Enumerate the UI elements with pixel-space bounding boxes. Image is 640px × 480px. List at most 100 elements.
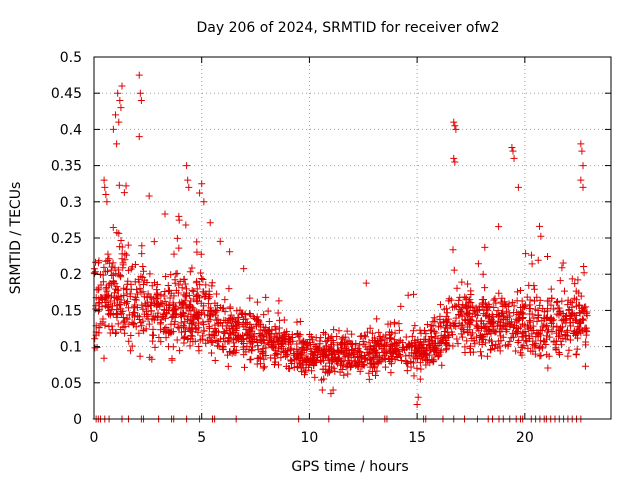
data-point: [509, 147, 517, 155]
data-point: [184, 335, 192, 343]
data-point: [413, 350, 421, 358]
data-point: [337, 361, 345, 369]
data-point: [550, 316, 558, 324]
data-point: [577, 292, 585, 300]
data-point: [552, 329, 560, 337]
data-point: [519, 328, 527, 336]
data-point: [287, 356, 295, 364]
data-point: [474, 260, 482, 268]
data-point: [536, 301, 544, 309]
data-point: [177, 313, 185, 321]
data-point: [479, 270, 487, 278]
data-point: [142, 325, 150, 333]
data-point: [178, 328, 186, 336]
data-point: [109, 224, 117, 232]
data-point: [200, 320, 208, 328]
data-point: [196, 336, 204, 344]
data-point: [559, 259, 567, 267]
data-point: [136, 89, 144, 97]
data-point: [274, 338, 282, 346]
data-point: [581, 362, 589, 370]
data-point: [365, 350, 373, 358]
data-point: [194, 328, 202, 336]
data-point: [166, 294, 174, 302]
data-point: [285, 333, 293, 341]
data-point: [177, 304, 185, 312]
data-point: [514, 183, 522, 191]
data-point: [568, 309, 576, 317]
data-point: [389, 349, 397, 357]
data-point: [253, 360, 261, 368]
data-point: [275, 297, 283, 305]
data-point: [515, 337, 523, 345]
data-point: [437, 346, 445, 354]
data-point: [487, 345, 495, 353]
data-point: [430, 327, 438, 335]
data-point: [105, 310, 113, 318]
data-point: [450, 118, 458, 126]
data-point: [548, 294, 556, 302]
data-point: [109, 259, 117, 267]
data-point: [582, 303, 590, 311]
data-point: [497, 332, 505, 340]
data-point: [350, 358, 358, 366]
x-tick-label: 15: [408, 430, 426, 446]
data-point: [445, 297, 453, 305]
data-point: [139, 317, 147, 325]
data-point: [318, 348, 326, 356]
data-point: [105, 322, 113, 330]
data-point: [485, 326, 493, 334]
data-point: [345, 352, 353, 360]
data-point: [183, 316, 191, 324]
data-point: [256, 353, 264, 361]
data-point: [278, 334, 286, 342]
data-point: [165, 287, 173, 295]
data-point: [301, 371, 309, 379]
data-point: [457, 330, 465, 338]
data-point: [193, 297, 201, 305]
data-point: [230, 328, 238, 336]
data-point: [122, 182, 130, 190]
data-point: [508, 144, 516, 151]
data-point: [141, 276, 149, 284]
data-point: [338, 366, 346, 374]
data-point: [317, 376, 325, 384]
data-point: [362, 333, 370, 341]
axis-ticks: 0 0.05 0.1 0.15 0.2 0.25 0.3 0.35 0.4 0.45 0.5 0 5 10…: [51, 50, 611, 446]
data-point: [103, 283, 111, 291]
data-point: [413, 401, 421, 409]
data-point: [117, 237, 125, 245]
data-point: [199, 332, 207, 340]
data-point: [193, 238, 201, 246]
data-point: [163, 306, 171, 314]
data-point: [387, 343, 395, 351]
data-point: [337, 339, 345, 347]
data-point: [325, 334, 333, 342]
data-point: [565, 306, 573, 314]
data-point: [153, 289, 161, 297]
data-point: [522, 332, 530, 340]
data-point: [572, 351, 580, 359]
data-point: [510, 308, 518, 316]
y-tick-label: 0.3: [60, 195, 82, 211]
data-point: [185, 325, 193, 333]
data-point: [190, 287, 198, 295]
data-point: [346, 359, 354, 367]
data-point: [582, 331, 590, 339]
data-point: [568, 299, 576, 307]
data-point: [410, 372, 418, 380]
data-point: [483, 306, 491, 314]
data-point: [542, 340, 550, 348]
data-point: [334, 346, 342, 354]
data-point: [558, 323, 566, 331]
data-point: [268, 343, 276, 351]
data-point: [399, 339, 407, 347]
data-point: [161, 314, 169, 322]
data-point: [150, 238, 158, 246]
data-point: [422, 350, 430, 358]
data-point: [510, 302, 518, 310]
data-point: [254, 342, 262, 350]
data-point: [102, 294, 110, 302]
data-point: [427, 327, 435, 335]
data-point: [95, 257, 103, 265]
